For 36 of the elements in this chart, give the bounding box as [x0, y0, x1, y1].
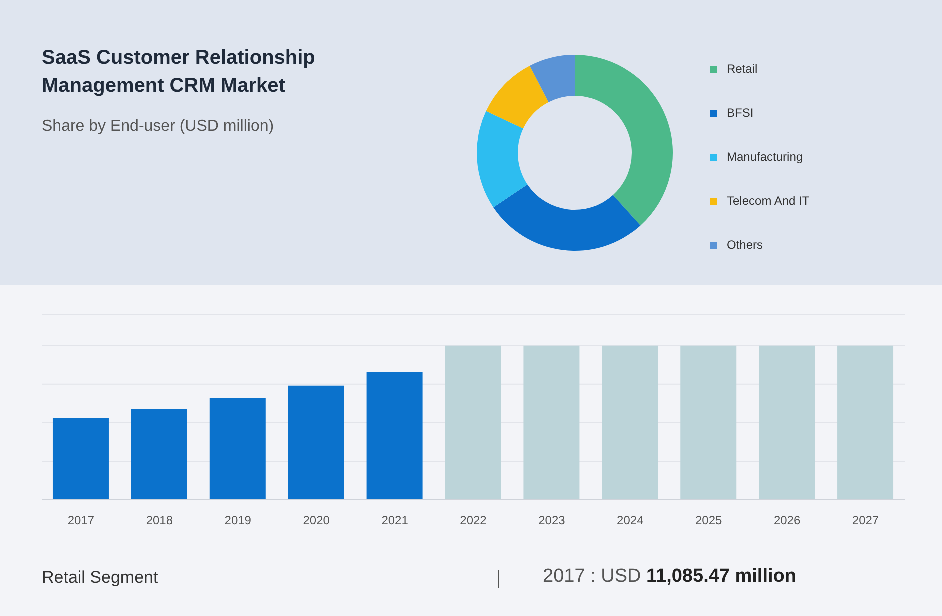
bar	[680, 346, 737, 500]
x-tick-label: 2018	[146, 514, 174, 528]
x-tick-label: 2021	[382, 514, 409, 528]
x-tick-label: 2023	[538, 514, 566, 528]
text: SaaS Customer Relationship Management CRM Market	[42, 46, 316, 99]
legend-label: Telecom And IT	[727, 194, 810, 208]
text: Share by End-user (USD million)	[42, 118, 274, 136]
x-tick-label: 2017	[68, 514, 95, 528]
donut-slice	[494, 184, 641, 251]
bar	[52, 418, 109, 500]
legend-label: Retail	[727, 62, 758, 76]
donut-slice	[477, 111, 528, 208]
bar	[524, 346, 580, 500]
x-tick-label: 2020	[303, 514, 330, 528]
x-tick-label: 2026	[774, 514, 801, 528]
bar	[131, 409, 188, 500]
x-tick-label: 2024	[617, 514, 644, 528]
legend-label: Others	[727, 238, 764, 252]
donut-slice	[575, 55, 673, 226]
x-tick-label: 2027	[852, 514, 880, 528]
bar	[288, 386, 344, 500]
legend-label: Manufacturing	[727, 150, 804, 164]
bar	[602, 346, 658, 500]
bar	[366, 372, 423, 500]
bar	[759, 346, 816, 500]
x-tick-label: 2025	[696, 514, 723, 528]
text: Retail Segment	[42, 568, 158, 588]
bar	[210, 398, 266, 500]
donut-slice	[530, 55, 575, 102]
x-tick-label: 2019	[224, 514, 252, 528]
bar	[838, 346, 894, 500]
x-tick-label: 2022	[460, 514, 488, 528]
legend-label: BFSI	[727, 106, 754, 120]
text: 2017 : USD 11,085.47 million	[543, 566, 796, 587]
donut-slice	[486, 66, 549, 129]
bar	[445, 346, 502, 500]
